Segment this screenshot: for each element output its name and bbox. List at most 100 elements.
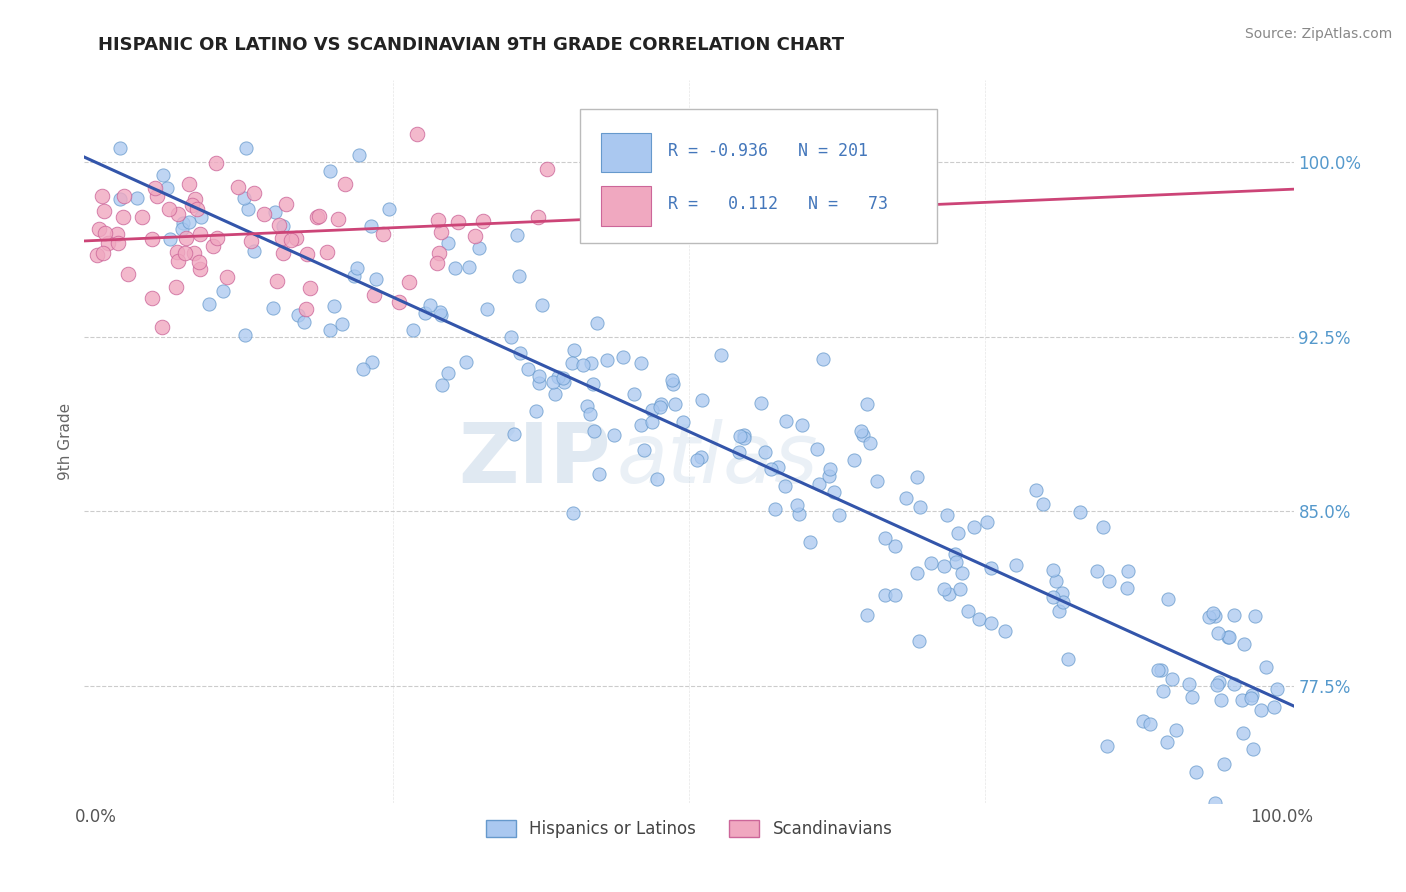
Point: [733, 427, 755, 442]
Point: [1095, 739, 1118, 753]
Point: [269, 218, 291, 232]
Point: [527, 368, 550, 383]
Point: [932, 582, 955, 597]
Point: [1181, 690, 1204, 704]
Point: [166, 244, 188, 259]
Point: [91, 246, 114, 260]
Text: ZIP: ZIP: [458, 419, 610, 500]
Point: [503, 427, 526, 442]
Point: [419, 298, 441, 312]
Point: [427, 212, 450, 227]
Text: Source: ZipAtlas.com: Source: ZipAtlas.com: [1244, 27, 1392, 41]
Point: [685, 452, 707, 467]
Point: [93, 204, 115, 219]
Point: [612, 351, 634, 365]
Point: [159, 232, 181, 246]
Point: [197, 297, 219, 311]
Point: [1147, 663, 1170, 677]
Point: [1208, 675, 1230, 690]
Point: [472, 213, 495, 227]
Point: [427, 245, 450, 260]
Point: [347, 148, 370, 162]
Point: [588, 467, 610, 482]
Point: [1116, 582, 1139, 596]
Point: [429, 304, 451, 318]
Point: [786, 498, 808, 512]
Point: [619, 177, 641, 191]
Point: [949, 582, 972, 596]
Point: [141, 232, 163, 246]
Point: [1069, 505, 1091, 519]
Point: [661, 373, 683, 387]
Point: [177, 215, 200, 229]
Point: [1244, 609, 1267, 624]
Point: [799, 534, 821, 549]
Point: [107, 236, 129, 251]
Point: [322, 299, 344, 313]
Point: [759, 461, 782, 475]
Point: [105, 227, 128, 242]
Point: [127, 190, 149, 204]
Point: [1005, 558, 1028, 572]
Point: [591, 169, 613, 183]
Point: [561, 506, 583, 520]
Point: [364, 272, 387, 286]
Point: [1223, 607, 1246, 622]
Point: [571, 358, 593, 372]
Point: [253, 207, 276, 221]
Point: [226, 179, 249, 194]
Point: [361, 355, 384, 369]
Point: [276, 197, 298, 211]
Point: [818, 462, 841, 476]
Point: [426, 255, 449, 269]
Point: [553, 371, 575, 385]
Point: [333, 177, 356, 191]
Point: [1157, 592, 1180, 607]
Point: [174, 231, 197, 245]
Point: [295, 301, 318, 316]
Point: [730, 429, 752, 443]
Point: [529, 376, 551, 391]
Point: [96, 236, 118, 251]
Point: [330, 317, 353, 331]
Point: [1097, 574, 1119, 588]
Point: [377, 202, 399, 216]
Point: [165, 280, 187, 294]
Point: [352, 362, 374, 376]
Point: [1233, 637, 1256, 651]
Point: [650, 400, 672, 414]
Point: [437, 366, 460, 380]
Point: [1085, 565, 1108, 579]
Point: [184, 192, 207, 206]
Point: [787, 507, 810, 521]
Point: [406, 127, 429, 141]
Point: [976, 515, 998, 529]
Point: [371, 227, 394, 241]
Point: [152, 168, 174, 182]
Point: [664, 397, 686, 411]
Point: [517, 362, 540, 376]
Point: [1240, 691, 1263, 706]
Point: [856, 607, 879, 622]
Point: [828, 508, 851, 523]
Point: [586, 316, 609, 330]
Point: [243, 244, 266, 259]
Point: [207, 231, 229, 245]
Point: [883, 588, 905, 602]
Point: [205, 156, 228, 170]
Point: [447, 215, 470, 229]
Point: [167, 254, 190, 268]
Point: [141, 291, 163, 305]
Point: [86, 248, 108, 262]
Point: [527, 210, 550, 224]
Point: [524, 403, 547, 417]
Point: [1265, 682, 1288, 697]
Point: [640, 416, 662, 430]
Point: [94, 226, 117, 240]
Point: [692, 393, 714, 408]
Point: [297, 247, 319, 261]
Point: [623, 387, 645, 401]
FancyBboxPatch shape: [581, 109, 936, 243]
Point: [578, 408, 600, 422]
Point: [188, 227, 211, 241]
